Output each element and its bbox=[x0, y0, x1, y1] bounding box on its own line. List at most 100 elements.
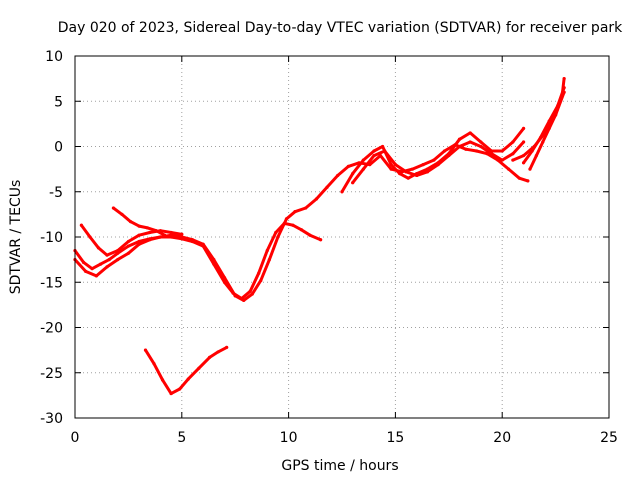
data-point bbox=[197, 366, 201, 370]
data-point bbox=[79, 223, 84, 227]
data-point bbox=[406, 176, 410, 180]
data-point bbox=[116, 248, 120, 253]
data-point bbox=[526, 179, 530, 183]
data-point bbox=[163, 233, 167, 237]
data-point bbox=[479, 140, 483, 144]
data-point bbox=[410, 167, 415, 171]
data-point bbox=[248, 289, 252, 293]
data-point bbox=[152, 362, 156, 366]
data-point bbox=[474, 149, 479, 153]
data-point bbox=[126, 239, 130, 244]
data-point bbox=[479, 144, 483, 149]
data-point bbox=[500, 149, 504, 153]
axes bbox=[74, 55, 610, 419]
data-point bbox=[425, 170, 430, 174]
data-point bbox=[105, 253, 109, 257]
data-point bbox=[389, 167, 393, 171]
data-point bbox=[90, 267, 94, 271]
data-point bbox=[521, 126, 526, 130]
data-point bbox=[160, 378, 165, 382]
data-point bbox=[148, 230, 152, 235]
data-point bbox=[190, 238, 195, 242]
data-point bbox=[521, 153, 526, 158]
tick-labels: 0 5 10 15 20 25 -30 -25 -20 -15 -10 -5 0 5 10 bbox=[40, 49, 618, 446]
data-point bbox=[562, 86, 566, 90]
data-point bbox=[88, 235, 92, 239]
data-point bbox=[276, 235, 280, 239]
data-point bbox=[562, 77, 566, 81]
data-point bbox=[521, 161, 526, 165]
y-tick-label: -10 bbox=[40, 230, 63, 246]
data-point bbox=[554, 113, 558, 117]
data-point bbox=[180, 232, 184, 236]
data-point bbox=[137, 224, 141, 228]
data-series-9 bbox=[511, 90, 566, 162]
data-point bbox=[154, 229, 158, 233]
chart-title: Day 020 of 2023, Sidereal Day-to-day VTE… bbox=[58, 20, 623, 36]
data-point bbox=[158, 235, 163, 239]
data-point bbox=[299, 228, 304, 232]
data-point bbox=[507, 167, 511, 171]
data-point bbox=[361, 158, 365, 162]
data-point bbox=[96, 246, 101, 250]
y-axis-label: SDTVAR / TECUs bbox=[8, 180, 24, 295]
data-point bbox=[464, 147, 468, 151]
data-point bbox=[543, 131, 547, 135]
data-point bbox=[242, 298, 246, 302]
data-point bbox=[201, 242, 205, 246]
data-point bbox=[137, 242, 141, 246]
data-point bbox=[415, 173, 419, 178]
data-point bbox=[319, 238, 323, 242]
data-point bbox=[436, 163, 440, 167]
data-point bbox=[432, 158, 436, 162]
x-tick-label: 15 bbox=[386, 430, 404, 446]
data-point bbox=[336, 173, 340, 178]
y-tick-label: -25 bbox=[40, 366, 63, 382]
x-axis-label: GPS time / hours bbox=[281, 458, 398, 474]
data-point bbox=[178, 387, 182, 391]
data-point bbox=[346, 164, 351, 169]
data-point bbox=[94, 274, 98, 278]
data-point bbox=[207, 355, 212, 359]
data-point bbox=[511, 152, 515, 156]
data-point bbox=[259, 278, 263, 283]
data-point bbox=[468, 131, 472, 135]
y-tick-label: 10 bbox=[45, 49, 63, 65]
data-point bbox=[257, 271, 261, 275]
data-point bbox=[398, 172, 402, 176]
data-point bbox=[293, 210, 297, 214]
y-tick-label: -15 bbox=[40, 275, 63, 291]
data-point bbox=[314, 197, 318, 201]
data-point bbox=[389, 163, 393, 167]
data-point bbox=[468, 140, 472, 144]
data-point bbox=[146, 226, 150, 230]
y-tick-label: -20 bbox=[40, 321, 63, 337]
data-point bbox=[383, 149, 387, 153]
data-point bbox=[372, 153, 376, 158]
data-point bbox=[116, 258, 120, 262]
data-point bbox=[186, 377, 190, 381]
data-point bbox=[325, 185, 329, 189]
y-tick-label: -5 bbox=[49, 185, 63, 201]
data-point bbox=[442, 149, 447, 153]
y-tick-label: 5 bbox=[54, 94, 63, 110]
data-point bbox=[361, 167, 365, 171]
x-tick-label: 10 bbox=[280, 430, 298, 446]
y-tick-label: 0 bbox=[54, 140, 63, 156]
data-traces bbox=[73, 77, 566, 396]
data-point bbox=[393, 163, 397, 167]
data-point bbox=[351, 172, 355, 176]
data-series-10 bbox=[144, 345, 229, 396]
data-point bbox=[372, 149, 376, 153]
data-point bbox=[212, 258, 216, 262]
x-tick-label: 5 bbox=[177, 430, 186, 446]
y-tick-label: -30 bbox=[40, 411, 63, 427]
data-point bbox=[340, 190, 344, 194]
x-tick-label: 25 bbox=[600, 430, 618, 446]
data-point bbox=[265, 248, 269, 253]
data-point bbox=[500, 158, 504, 162]
data-point bbox=[137, 233, 141, 237]
data-point bbox=[169, 233, 173, 237]
data-point bbox=[267, 258, 271, 262]
